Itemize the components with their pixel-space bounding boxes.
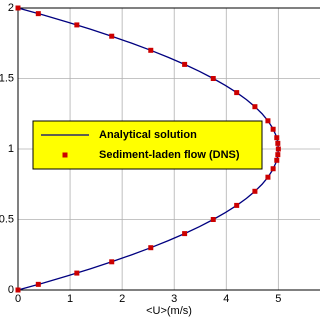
data-marker [274,135,280,141]
legend-box [32,120,263,170]
x-tick-label: 5 [275,293,281,305]
data-marker [234,90,240,96]
data-marker [210,217,216,222]
data-marker [270,166,276,172]
y-tick-label: 0 [8,284,14,296]
data-marker [275,146,281,152]
x-axis-label: <U>(m/s) [146,305,192,317]
data-marker [210,76,216,81]
data-marker [270,126,276,132]
data-marker [15,287,21,293]
data-marker [252,104,258,110]
x-tick-label: 1 [67,293,73,305]
plot-frame [17,7,320,291]
data-marker [74,22,80,28]
data-marker [109,259,115,265]
y-tick-label: 2 [8,2,14,14]
data-marker [234,202,240,208]
data-marker [74,270,80,276]
data-marker [35,281,41,287]
data-marker [275,152,281,158]
data-marker [148,245,154,251]
data-marker [182,231,188,237]
x-tick-label: 0 [15,293,21,305]
y-tick-label: 1.5 [0,72,14,84]
data-marker [265,118,271,124]
legend-marker [62,152,68,158]
data-marker [35,11,41,17]
data-marker [109,33,115,39]
y-tick-label: 0.5 [0,213,14,225]
data-marker [15,5,21,11]
data-marker [148,47,154,53]
data-marker [265,174,271,180]
legend-label: Sediment-laden flow (DNS) [99,149,240,161]
x-tick-label: 4 [223,293,229,305]
x-tick-label: 2 [119,293,125,305]
data-marker [182,61,188,67]
data-marker [275,140,281,146]
legend-label: Analytical solution [99,129,197,141]
x-tick-label: 3 [171,293,177,305]
y-tick-label: 1 [8,143,14,155]
data-marker [252,188,258,194]
data-marker [274,157,280,163]
